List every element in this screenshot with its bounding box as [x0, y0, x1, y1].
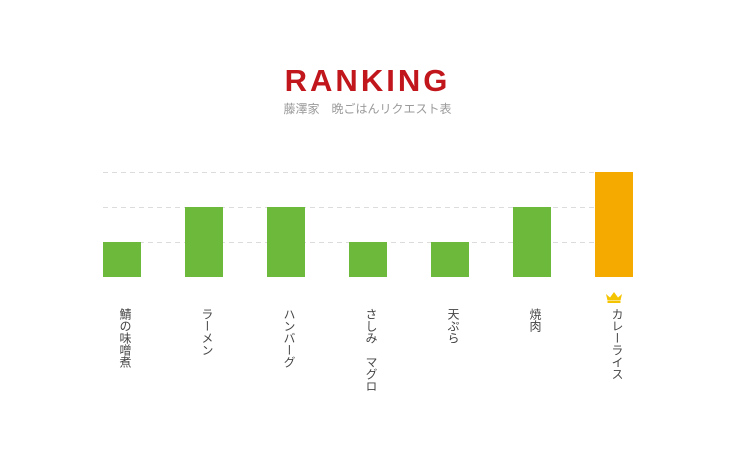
- category-label-4: さしみ マグロ: [364, 308, 378, 392]
- bar-7: [595, 172, 633, 277]
- bar-3: [267, 207, 305, 277]
- bar-1: [103, 242, 141, 277]
- category-label-5: 天ぷら: [446, 308, 460, 344]
- category-label-1: 鯖の味噌煮: [118, 308, 132, 368]
- chart-title: RANKING: [284, 63, 451, 98]
- bar-4: [349, 242, 387, 277]
- crown-icon: [606, 292, 622, 303]
- category-label-7: カレーライス: [610, 308, 624, 380]
- category-label-2: ラーメン: [200, 308, 214, 356]
- chart-subtitle: 藤澤家 晩ごはんリクエスト表: [283, 102, 452, 116]
- bar-2: [185, 207, 223, 277]
- category-label-3: ハンバーグ: [282, 308, 296, 368]
- bars: [103, 172, 633, 277]
- category-label-6: 焼肉: [528, 308, 542, 332]
- bar-5: [431, 242, 469, 277]
- grid-lines: [103, 172, 633, 243]
- bar-6: [513, 207, 551, 277]
